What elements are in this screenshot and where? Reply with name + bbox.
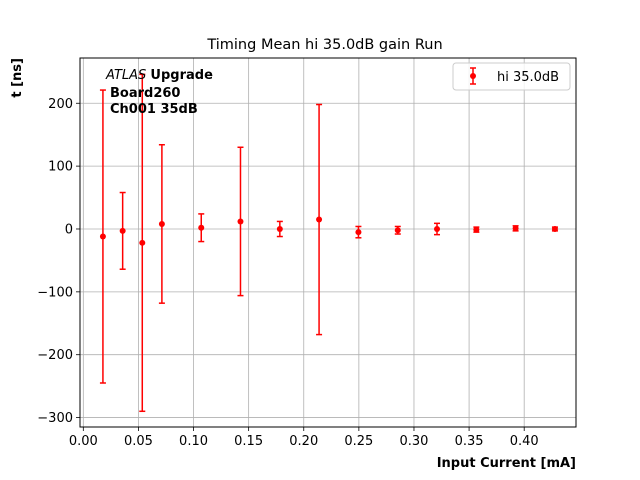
data-point <box>316 216 323 223</box>
plot-frame <box>79 57 577 428</box>
x-tick-label: 0.30 <box>399 434 428 449</box>
data-point <box>551 225 558 232</box>
chart-title: Timing Mean hi 35.0dB gain Run <box>206 37 442 53</box>
data-point <box>99 233 106 240</box>
data-point <box>394 227 401 234</box>
legend-marker-icon <box>470 73 476 79</box>
y-tick-label: −300 <box>37 411 73 426</box>
data-point <box>119 227 126 234</box>
annotation-upgrade: Upgrade <box>150 68 213 83</box>
annotation-channel: Ch001 35dB <box>110 102 198 117</box>
annotation-line1: ATLAS Upgrade <box>105 68 213 83</box>
data-point <box>158 220 165 227</box>
annotation-atlas: ATLAS <box>105 68 146 83</box>
annotation-board: Board260 <box>110 86 180 101</box>
y-tick-label: 100 <box>48 160 73 175</box>
data-point <box>139 239 146 246</box>
y-tick-label: 200 <box>48 97 73 112</box>
legend: hi 35.0dB <box>452 62 571 91</box>
y-axis-ticks: −300 −200 −100 0 100 200 <box>37 97 80 426</box>
data-point <box>355 229 362 236</box>
data-point <box>276 225 283 232</box>
x-tick-label: 0.05 <box>124 434 153 449</box>
legend-label: hi 35.0dB <box>497 70 559 85</box>
data-point <box>473 226 480 233</box>
x-tick-label: 0.20 <box>289 434 318 449</box>
data-point <box>198 224 205 231</box>
x-tick-label: 0.40 <box>510 434 539 449</box>
data-series <box>99 73 558 413</box>
y-axis-label: t [ns] <box>10 58 25 98</box>
x-axis-label: Input Current [mA] <box>437 456 576 471</box>
x-tick-label: 0.35 <box>455 434 484 449</box>
x-tick-label: 0.00 <box>69 434 98 449</box>
x-tick-label: 0.25 <box>344 434 373 449</box>
x-tick-label: 0.15 <box>234 434 263 449</box>
y-tick-label: −200 <box>37 348 73 363</box>
atlas-annotation: ATLAS Upgrade Board260 Ch001 35dB <box>105 68 213 117</box>
data-point <box>237 218 244 225</box>
data-point <box>512 225 519 232</box>
x-tick-label: 0.10 <box>179 434 208 449</box>
legend-box <box>452 62 571 91</box>
x-axis-ticks: 0.00 0.05 0.10 0.15 0.20 0.25 0.30 0.35 0.40 <box>69 427 539 449</box>
y-tick-label: −100 <box>37 285 73 300</box>
grid <box>80 58 576 427</box>
y-tick-label: 0 <box>65 222 73 237</box>
data-point <box>434 225 441 232</box>
